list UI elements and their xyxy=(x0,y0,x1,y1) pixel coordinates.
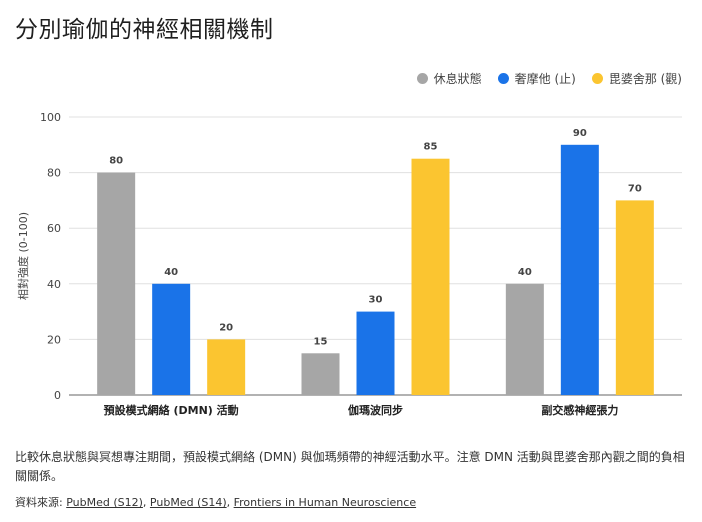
data-label-vipassana-2: 70 xyxy=(628,183,642,194)
bar-samatha-0 xyxy=(152,283,191,395)
bar-vipassana-1 xyxy=(411,158,450,395)
source-prefix: 資料來源: xyxy=(15,496,63,509)
source-separator-1: , xyxy=(142,496,150,509)
y-axis-title: 相對強度 (0-100) xyxy=(16,212,30,300)
data-label-vipassana-0: 20 xyxy=(219,322,233,333)
legend-label-vipassana: 毘婆舍那 (觀) xyxy=(608,72,682,86)
y-tick-label-80: 80 xyxy=(47,167,61,180)
data-label-rest-1: 15 xyxy=(314,336,328,347)
legend-item-vipassana: 毘婆舍那 (觀) xyxy=(591,70,682,87)
bar-rest-0 xyxy=(97,172,136,395)
source-link-frontiers[interactable]: Frontiers in Human Neuroscience xyxy=(233,496,417,509)
bar-vipassana-2 xyxy=(615,200,654,395)
legend-label-rest: 休息狀態 xyxy=(433,72,482,86)
y-tick-label-20: 20 xyxy=(47,333,61,346)
y-tick-label-40: 40 xyxy=(47,278,61,291)
source-link-s12[interactable]: PubMed (S12) xyxy=(66,496,143,509)
data-label-rest-2: 40 xyxy=(518,267,532,278)
bar-samatha-1 xyxy=(356,311,395,395)
bar-chart: 相對強度 (0-100) 0 20 40 60 80 100 80 40 20 預設模式網絡 (D… xyxy=(16,111,682,417)
bar-vipassana-0 xyxy=(207,339,246,395)
legend-dot-vipassana xyxy=(591,73,603,84)
source-link-s14[interactable]: PubMed (S14) xyxy=(149,496,227,509)
data-label-samatha-2: 90 xyxy=(573,128,587,139)
legend-dot-samatha xyxy=(497,73,509,84)
bar-rest-1 xyxy=(301,353,340,395)
data-label-vipassana-1: 85 xyxy=(424,142,438,153)
legend-item-samatha: 奢摩他 (止) xyxy=(497,70,576,87)
source-separator-2: , xyxy=(226,496,234,509)
page-title: 分別瑜伽的神經相關機制 xyxy=(15,17,274,43)
chart-caption: 比較休息狀態與冥想專注期間，預設模式網絡 (DMN) 與伽瑪頻帶的神經活動水平。… xyxy=(15,450,685,483)
y-tick-label-100: 100 xyxy=(40,111,61,124)
chart-legend: 休息狀態 奢摩他 (止) 毘婆舍那 (觀) xyxy=(416,70,682,87)
x-category-label-0: 預設模式網絡 (DMN) 活動 xyxy=(104,403,239,417)
legend-label-samatha: 奢摩他 (止) xyxy=(514,72,576,86)
x-category-label-1: 伽瑪波同步 xyxy=(348,403,403,417)
x-category-label-2: 副交感神經張力 xyxy=(541,403,618,417)
bar-samatha-2 xyxy=(560,144,599,395)
data-label-rest-0: 80 xyxy=(109,156,123,167)
y-tick-label-60: 60 xyxy=(47,222,61,235)
bar-rest-2 xyxy=(505,283,544,395)
data-label-samatha-1: 30 xyxy=(369,295,383,306)
y-tick-label-0: 0 xyxy=(54,389,61,402)
data-label-samatha-0: 40 xyxy=(164,267,178,278)
legend-item-rest: 休息狀態 xyxy=(416,70,482,87)
source-line: 資料來源: PubMed (S12), PubMed (S14), Fronti… xyxy=(15,494,416,510)
legend-dot-rest xyxy=(416,73,428,84)
